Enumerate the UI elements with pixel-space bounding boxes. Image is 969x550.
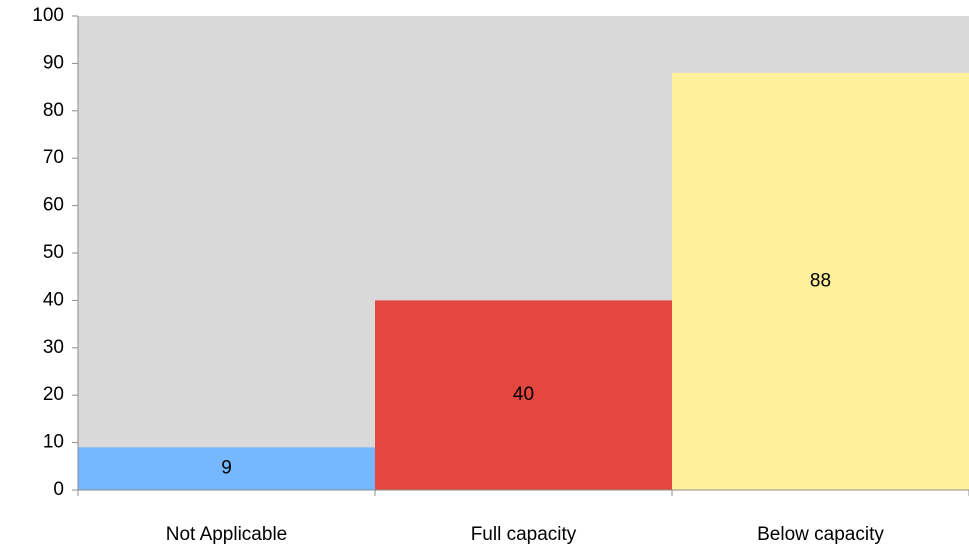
- y-tick-label: 100: [32, 5, 64, 26]
- y-tick-label: 0: [53, 479, 64, 500]
- y-axis: 0 10 20 30 40 50 60 70 80 90 100: [32, 5, 79, 500]
- x-axis: Not Applicable Full capacity Below capacit…: [77, 489, 969, 545]
- y-tick-label: 90: [43, 52, 64, 73]
- data-labels: 9 40 88: [221, 270, 831, 478]
- bar: [672, 72, 969, 490]
- bar-value-label: 88: [810, 270, 831, 291]
- x-category-label: Not Applicable: [166, 524, 287, 545]
- y-tick-label: 70: [43, 147, 64, 168]
- x-category-label: Below capacity: [757, 524, 884, 545]
- bar: [78, 447, 375, 490]
- y-tick-label: 50: [43, 242, 64, 263]
- bar: [375, 300, 672, 490]
- bar-value-label: 40: [513, 384, 534, 405]
- y-tick-label: 80: [43, 100, 64, 121]
- y-tick-label: 10: [43, 432, 64, 453]
- bars: [78, 72, 969, 490]
- y-tick-label: 20: [43, 384, 64, 405]
- x-category-label: Full capacity: [471, 524, 577, 545]
- bar-value-label: 9: [221, 458, 232, 479]
- y-tick-label: 30: [43, 337, 64, 358]
- y-tick-label: 60: [43, 195, 64, 216]
- y-tick-label: 40: [43, 289, 64, 310]
